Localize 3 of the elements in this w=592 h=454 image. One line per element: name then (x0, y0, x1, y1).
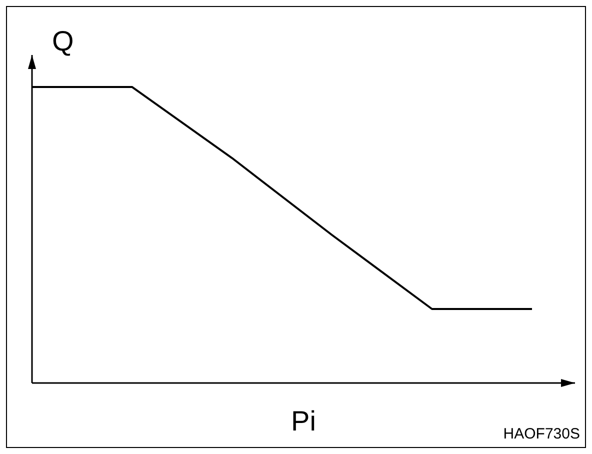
y-axis-title: Q (52, 26, 74, 57)
text: HAOF730S (503, 426, 580, 443)
x-axis-title: Pi (291, 406, 316, 437)
